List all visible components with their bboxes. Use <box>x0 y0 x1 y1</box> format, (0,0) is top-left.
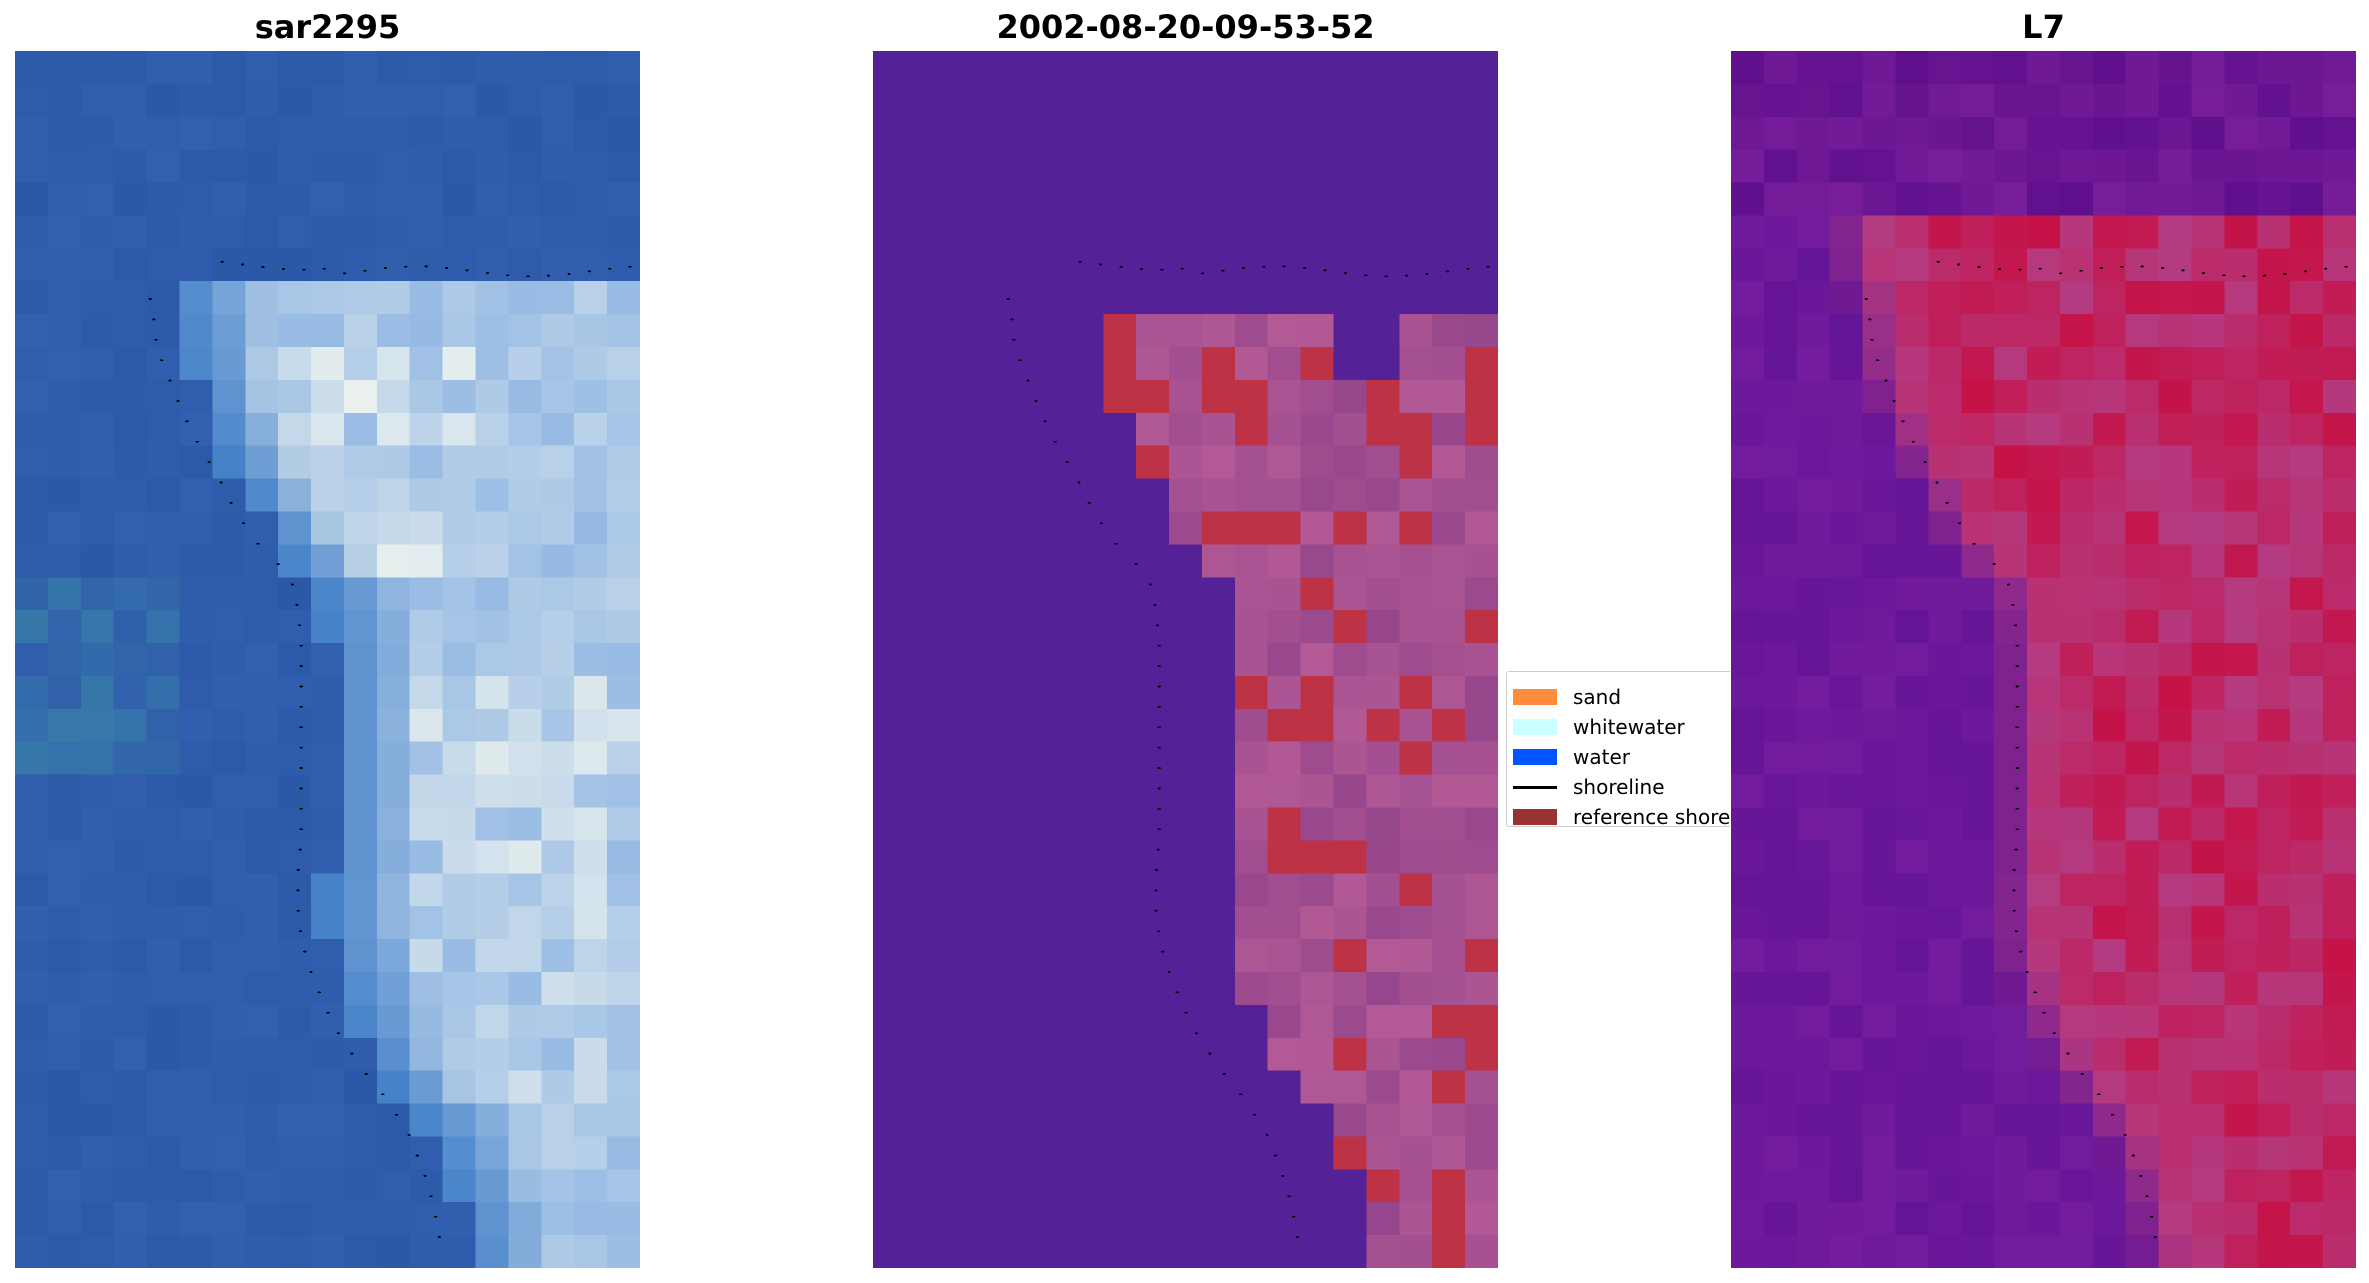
shoreline-line-swatch <box>1513 785 1557 789</box>
panel-title-sar: sar2295 <box>254 8 401 46</box>
legend-item-water: water <box>1513 742 1630 772</box>
panel-title-l7: L7 <box>2022 8 2065 46</box>
whitewater-swatch <box>1513 719 1557 735</box>
reference-shoreline-swatch <box>1513 809 1557 825</box>
panel-title-date: 2002-08-20-09-53-52 <box>996 8 1375 46</box>
legend-label-shoreline: shoreline <box>1573 775 1665 799</box>
legend-label-sand: sand <box>1573 685 1622 709</box>
legend-label-water: water <box>1573 745 1630 769</box>
legend-label-reference-shoreline: reference shoreline <box>1573 805 1730 827</box>
legend-item-reference-shoreline: reference shoreline <box>1513 802 1730 827</box>
legend: sand whitewater water shoreline referenc… <box>1506 671 1730 827</box>
rgb-image-panel <box>15 51 640 1268</box>
sand-swatch <box>1513 689 1557 705</box>
classification-image-panel <box>873 51 1498 1268</box>
water-swatch <box>1513 749 1557 765</box>
legend-item-shoreline: shoreline <box>1513 772 1665 802</box>
legend-item-whitewater: whitewater <box>1513 712 1685 742</box>
index-image-panel <box>1731 51 2356 1268</box>
legend-item-sand: sand <box>1513 682 1621 712</box>
legend-label-whitewater: whitewater <box>1573 715 1685 739</box>
